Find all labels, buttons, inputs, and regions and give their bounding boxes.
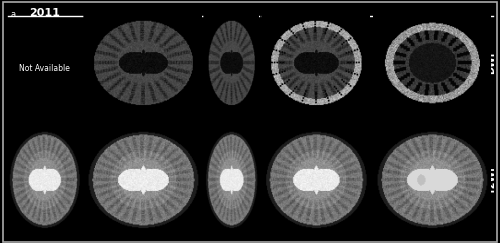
Text: 2018: 2018: [216, 8, 246, 18]
Text: DWI: DWI: [486, 52, 496, 74]
Text: h: h: [208, 124, 214, 133]
Text: T2WI: T2WI: [486, 166, 496, 194]
Text: 2019: 2019: [327, 8, 358, 18]
Text: d: d: [266, 10, 271, 19]
Text: 2013: 2013: [127, 8, 158, 18]
Text: 2011: 2011: [30, 8, 60, 18]
Text: e: e: [376, 10, 382, 19]
Text: a: a: [10, 10, 16, 19]
Text: f: f: [10, 124, 14, 133]
Text: b: b: [88, 10, 94, 19]
Text: j: j: [376, 124, 379, 133]
Text: Not Available: Not Available: [18, 64, 70, 73]
Text: g: g: [88, 124, 94, 133]
Text: i: i: [266, 124, 268, 133]
Text: c: c: [208, 10, 212, 19]
